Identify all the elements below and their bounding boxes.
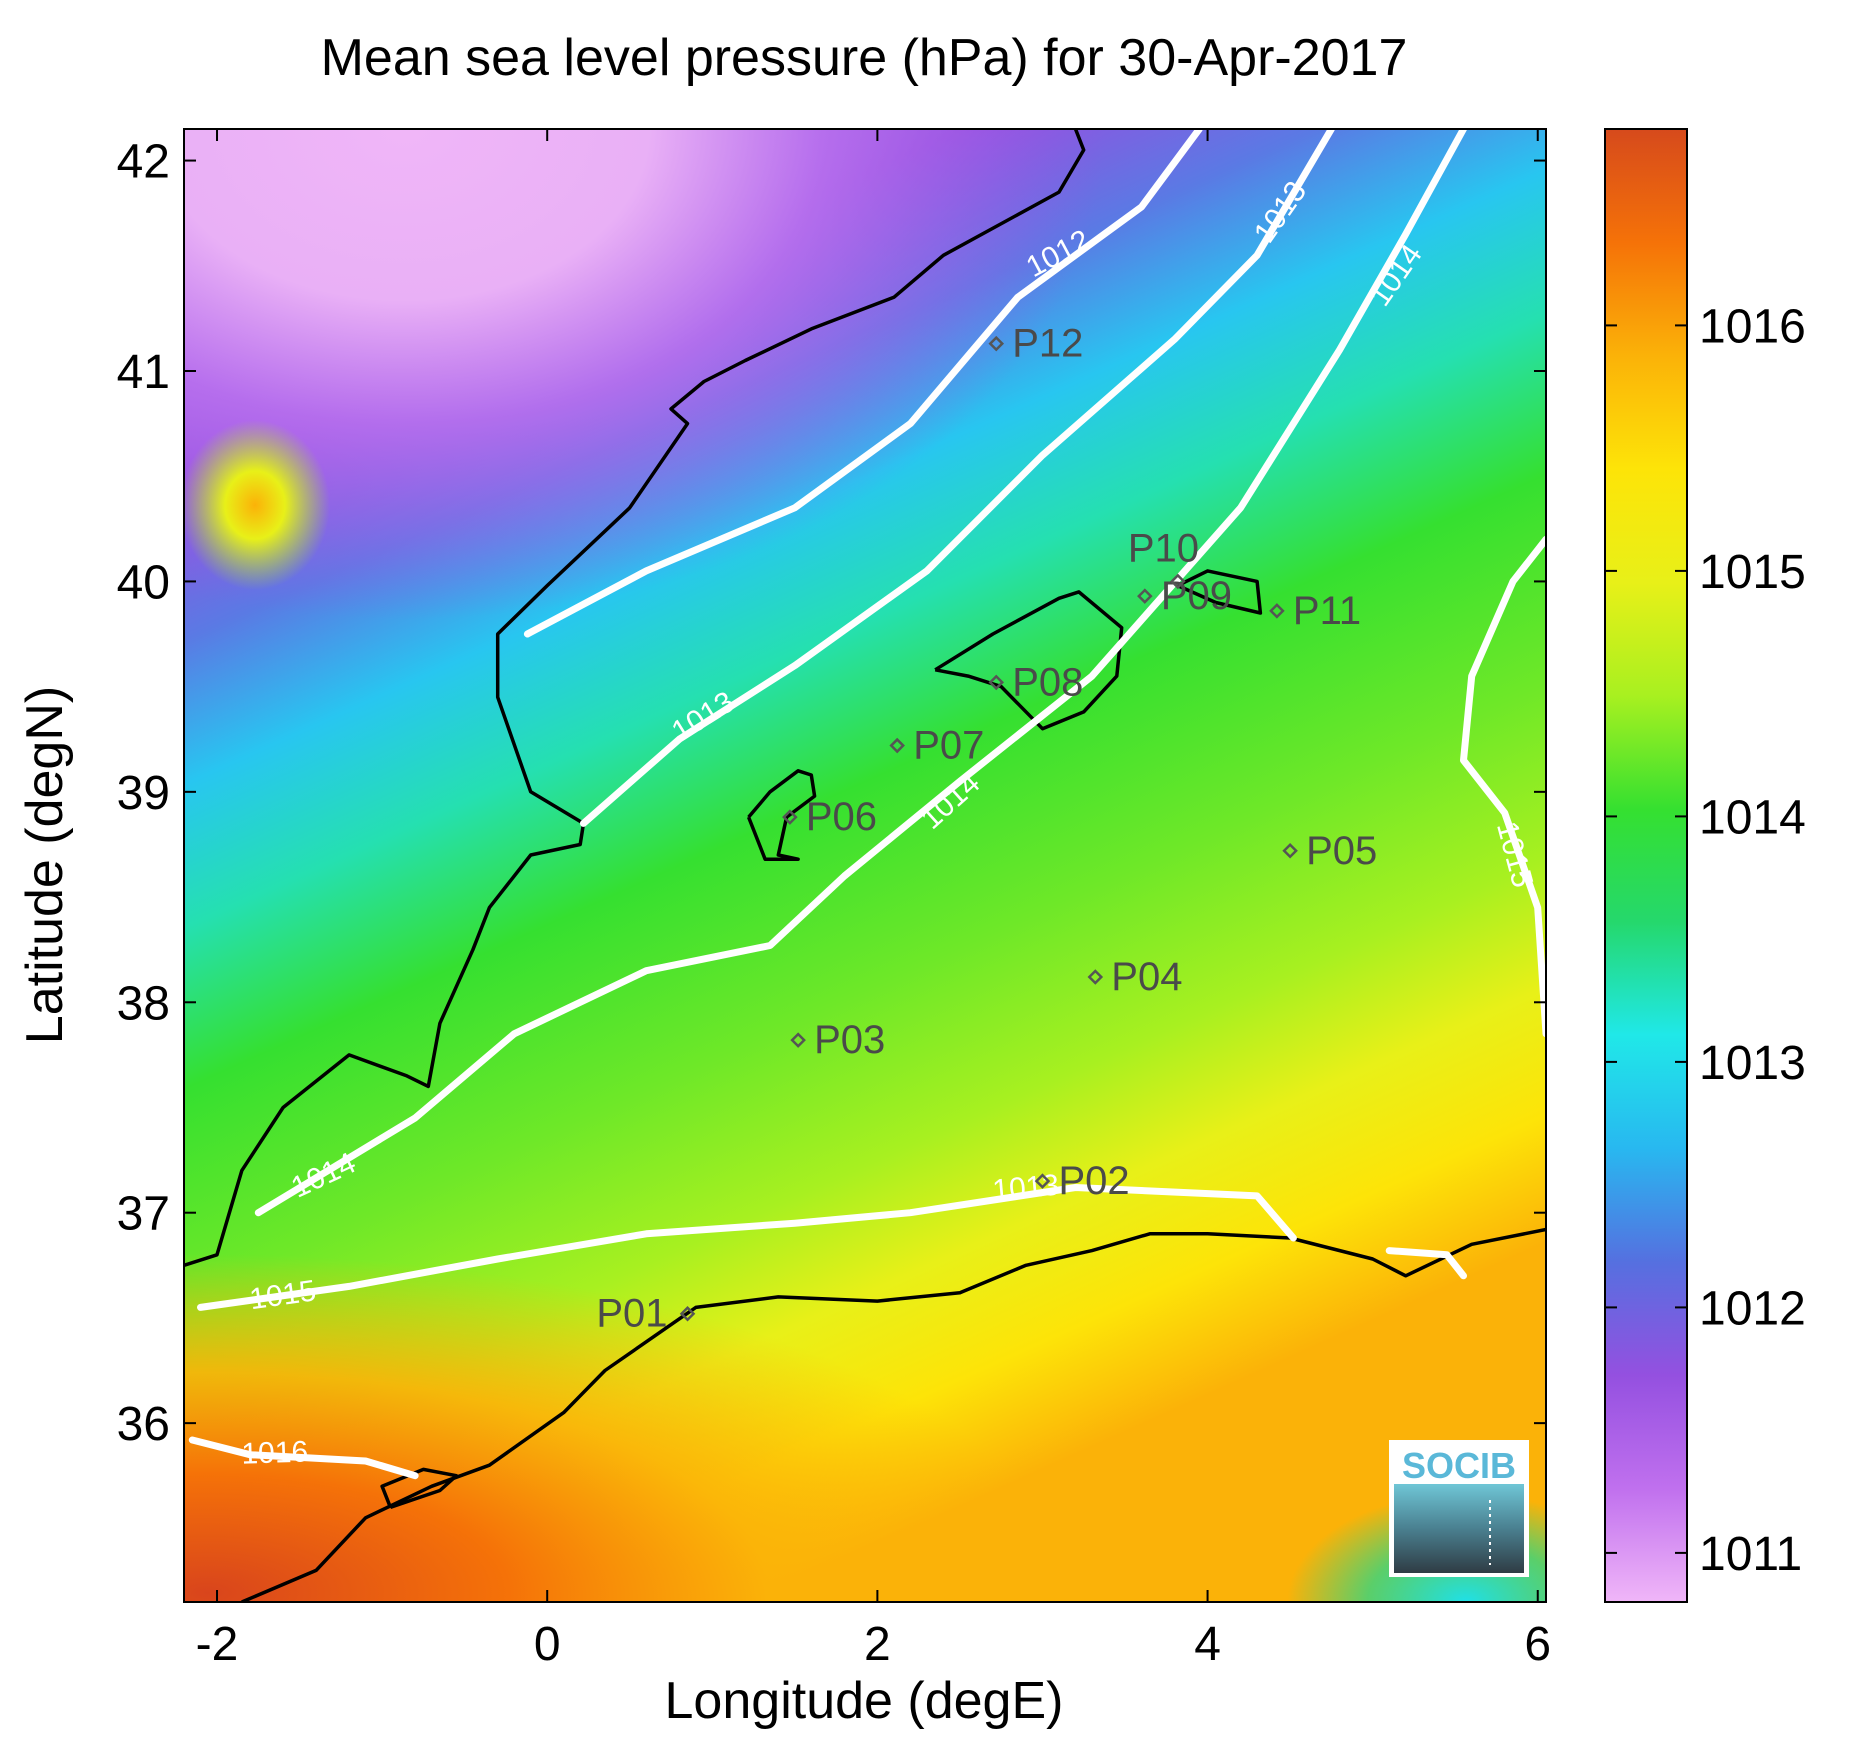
station-label: P07 [913, 724, 984, 768]
y-tick-label: 37 [117, 1188, 170, 1241]
station-label: P05 [1306, 829, 1377, 873]
y-tick-label: 41 [117, 346, 170, 399]
x-tick-label: 6 [1524, 1618, 1551, 1671]
station-marker [988, 674, 1005, 691]
station-p12[interactable]: P12 [988, 322, 1083, 366]
x-axis-label: Longitude (degE) [665, 1672, 1064, 1730]
station-marker [1282, 843, 1298, 859]
station-label: P10 [1128, 526, 1199, 570]
coastline-alboran [380, 1467, 459, 1509]
isobar-1015-line [1385, 1247, 1467, 1280]
isobar-1014-line [254, 129, 1467, 1217]
isobar-1015-line [197, 1184, 1297, 1311]
station-label: P03 [814, 1018, 885, 1062]
isobar-1013-line [580, 129, 1335, 827]
map-frame [183, 128, 1547, 1603]
station-label: P04 [1111, 955, 1182, 999]
station-label: P08 [1012, 660, 1083, 704]
station-label: P11 [1293, 589, 1361, 633]
x-tick-label: 2 [864, 1618, 891, 1671]
station-p04[interactable]: P04 [1087, 955, 1182, 999]
coastline [184, 129, 1546, 1602]
station-marker [1034, 1173, 1051, 1189]
colorbar-tick-label: 1015 [1699, 546, 1806, 599]
coastline-menorca [1177, 569, 1263, 615]
y-tick-label: 36 [117, 1398, 170, 1451]
socib-logo: SOCIB [1389, 1440, 1529, 1577]
isobar-label: 1013 [991, 1169, 1060, 1208]
colorbar-tick-label: 1012 [1699, 1282, 1806, 1335]
y-tick-label: 38 [117, 977, 170, 1030]
station-p01[interactable]: P01 [596, 1292, 696, 1336]
station-p07[interactable]: P07 [889, 724, 984, 768]
colorbar-ticks: 1011 1012 1013 1014 1015 1016 [1605, 300, 1806, 1581]
station-label: P06 [806, 795, 877, 839]
socib-logo-text: SOCIB [1402, 1445, 1516, 1486]
station-p05[interactable]: P05 [1282, 829, 1377, 873]
pressure-map: 1012101310131014101410141015101510131016… [184, 129, 1546, 1602]
station-marker [1269, 603, 1285, 619]
station-label: P02 [1058, 1159, 1129, 1203]
station-marker [1087, 969, 1104, 985]
station-label: P01 [596, 1292, 667, 1336]
axes: -2 0 2 4 6 36 37 38 39 40 41 42 [117, 129, 1551, 1671]
colorbar-tick-label: 1013 [1699, 1037, 1806, 1090]
y-axis-label: Latitude (degN) [16, 686, 74, 1044]
station-p08[interactable]: P08 [988, 660, 1083, 704]
y-tick-label: 42 [117, 136, 170, 189]
coastline-iberia [184, 129, 1086, 1267]
chart-title: Mean sea level pressure (hPa) for 30-Apr… [321, 29, 1408, 87]
colorbar-gradient [1604, 128, 1688, 1603]
station-marker [790, 1032, 806, 1048]
isobar-label: 1016 [241, 1435, 309, 1470]
station-label: P12 [1012, 322, 1083, 366]
station-marker [988, 335, 1005, 352]
x-tick-label: 0 [534, 1618, 561, 1671]
y-tick-label: 40 [117, 556, 170, 609]
colorbar-tick-label: 1014 [1699, 791, 1806, 844]
station-p06[interactable]: P06 [782, 795, 877, 839]
x-tick-label: -2 [196, 1618, 239, 1671]
coastline-ibiza [746, 769, 817, 861]
station-marker [1137, 588, 1153, 604]
x-tick-label: 4 [1194, 1618, 1221, 1671]
station-marker [782, 809, 798, 825]
station-p10[interactable]: P10 [1128, 526, 1199, 590]
isobar-1012-line [523, 129, 1203, 638]
station-p11[interactable]: P11 [1269, 589, 1361, 633]
station-marker [1170, 573, 1186, 590]
station-p03[interactable]: P03 [790, 1018, 885, 1062]
isobar-1016-line [188, 1436, 419, 1480]
coastline-africa [241, 1227, 1546, 1602]
colorbar: 1011 1012 1013 1014 1015 1016 [1604, 128, 1806, 1603]
station-p02[interactable]: P02 [1034, 1159, 1130, 1203]
isobar-1015-line [1460, 535, 1546, 1038]
y-tick-label: 39 [117, 767, 170, 820]
colorbar-tick-label: 1016 [1699, 300, 1806, 353]
colorbar-tick-label: 1011 [1699, 1528, 1802, 1581]
station-marker [679, 1305, 696, 1322]
inland-high-spot [184, 420, 330, 590]
station-marker [889, 737, 905, 754]
